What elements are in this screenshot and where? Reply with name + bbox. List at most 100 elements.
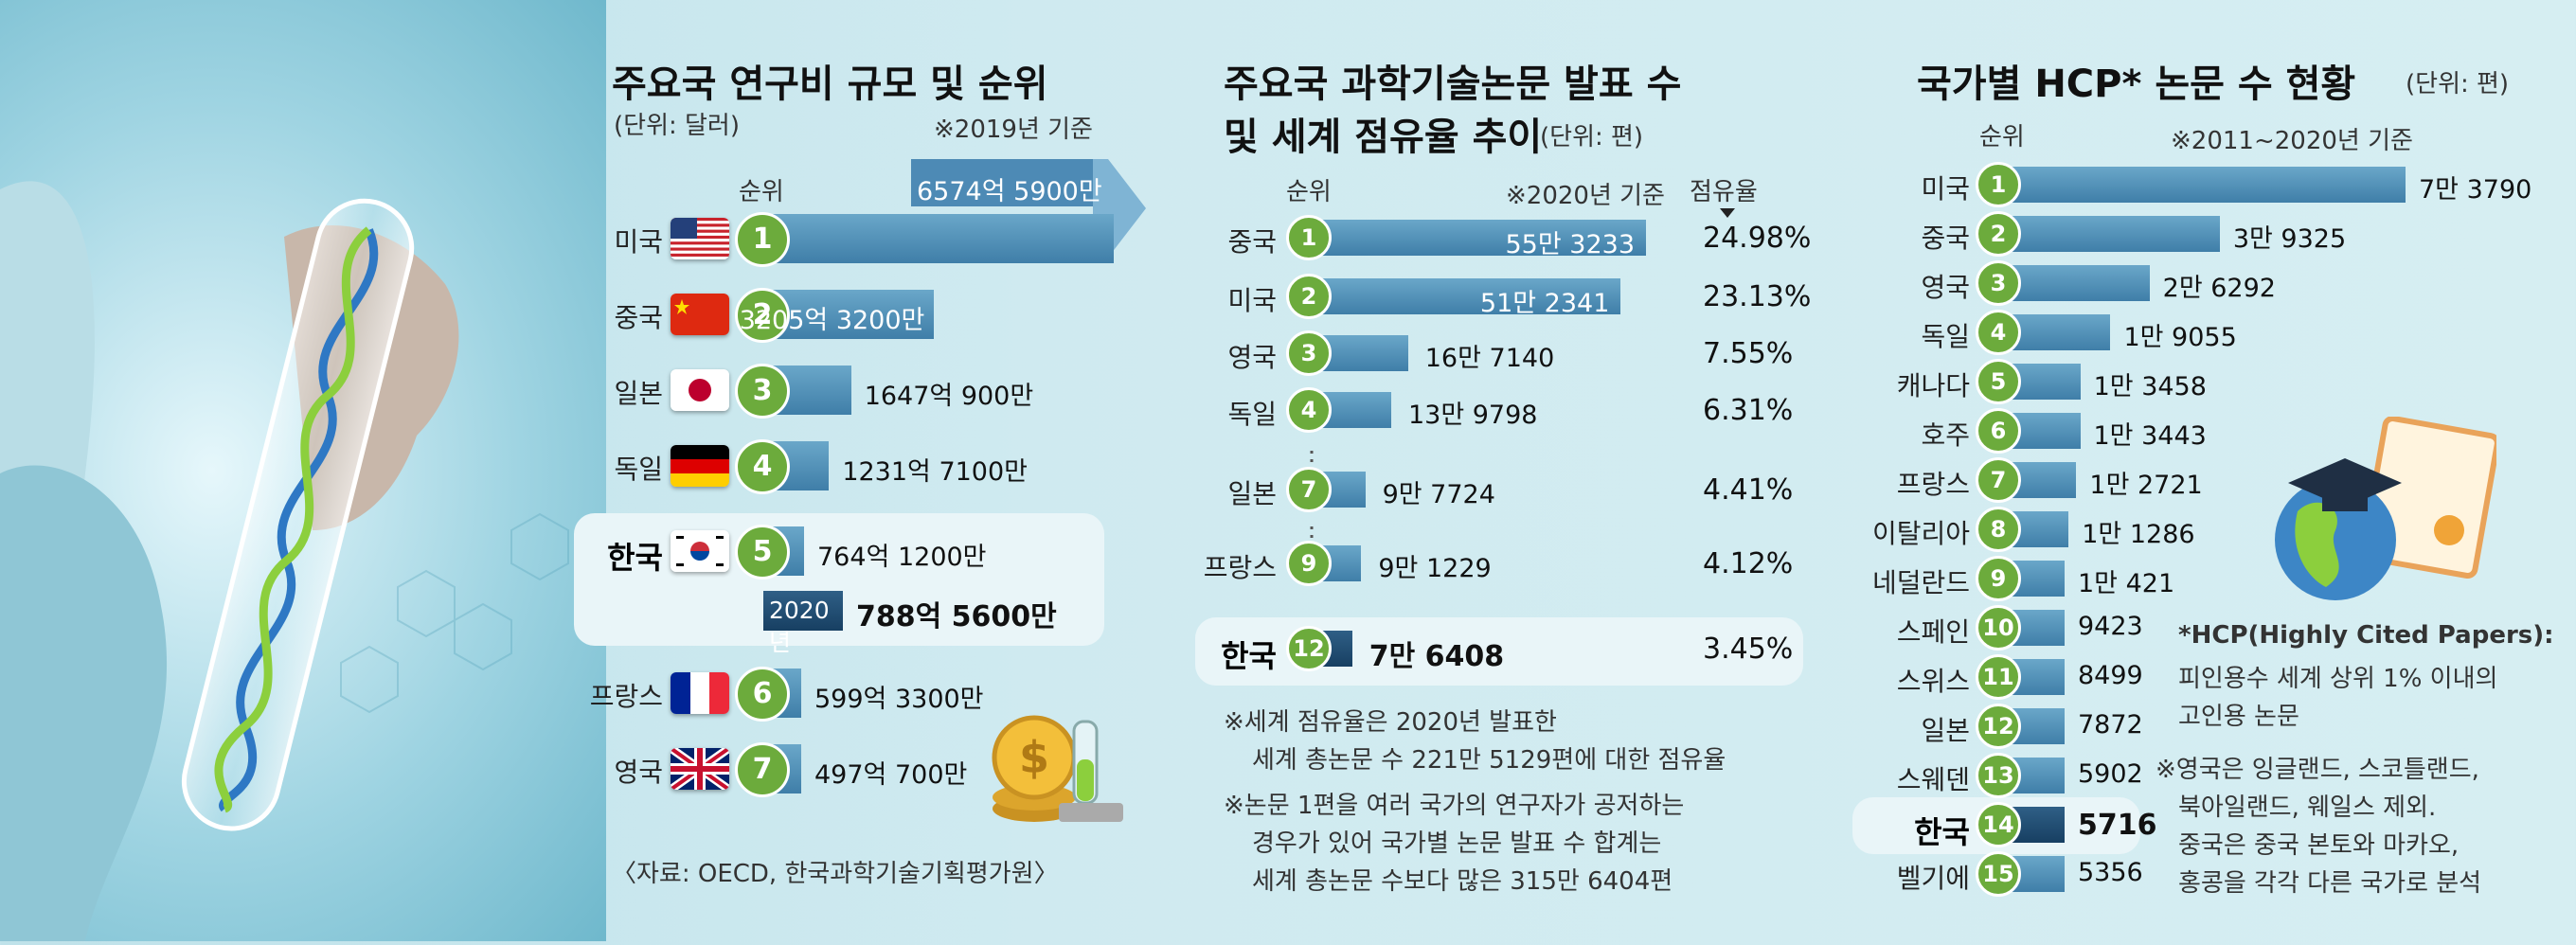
- panel2-note-line: 경우가 있어 국가별 논문 발표 수 합계는: [1252, 829, 1662, 858]
- rank-badge: 3: [735, 364, 790, 419]
- panel3-note-line: 북아일랜드, 웨일스 제외.: [2178, 793, 2437, 822]
- value-label: 13만 9798: [1407, 401, 1538, 430]
- panel2-unit: (단위: 편): [1540, 123, 1644, 152]
- value-label: 497억 700만: [814, 760, 968, 790]
- country-label: 프랑스: [1203, 552, 1277, 583]
- panel3-basis: ※2011~2020년 기준: [2171, 127, 2413, 155]
- share-label: 24.98%: [1703, 222, 1812, 255]
- bar: [1305, 220, 1646, 256]
- value-label: 9만 7724: [1382, 480, 1495, 509]
- value-label: 3만 9325: [2232, 224, 2347, 254]
- value-label: 2만 6292: [2162, 274, 2276, 303]
- panel3-title: 국가별 HCP* 논문 수 현황: [1917, 62, 2356, 106]
- rank-badge: 2: [1976, 211, 2021, 257]
- rank-badge: 7: [735, 742, 790, 797]
- korea-2020-year-label: 2020년: [769, 597, 830, 656]
- bar: [2008, 265, 2150, 301]
- panel3-note-line: ※영국은 잉글랜드, 스코틀랜드,: [2156, 756, 2479, 784]
- share-pointer-icon: [1720, 208, 1735, 218]
- country-label: 영국: [1921, 272, 1970, 303]
- rank-badge: 8: [1976, 507, 2021, 552]
- country-label: 스웨덴: [1896, 764, 1970, 795]
- bar: [763, 214, 1114, 263]
- country-label: 호주: [1921, 419, 1970, 451]
- country-label: 미국: [614, 226, 663, 258]
- value-label: 7872: [2078, 710, 2143, 740]
- us-bar-arrowhead: [903, 159, 1146, 258]
- flag-korea: [671, 530, 729, 572]
- share-label: 23.13%: [1703, 280, 1812, 313]
- country-label: 영국: [1227, 342, 1277, 373]
- rank-badge: 11: [1976, 654, 2021, 700]
- value-label: 1만 2721: [2089, 471, 2203, 500]
- hcp-definition-line: 피인용수 세계 상위 1% 이내의: [2178, 665, 2498, 693]
- share-label: 6.31%: [1703, 394, 1794, 427]
- hcp-definition-line: 고인용 논문: [2178, 703, 2299, 731]
- value-label: 7만 3790: [2419, 175, 2532, 205]
- value-label: 55만 3233: [1505, 230, 1636, 259]
- panel2-share-header: 점유율: [1690, 178, 1758, 206]
- value-label: 599억 3300만: [814, 685, 984, 714]
- country-label: 벨기에: [1896, 863, 1970, 894]
- country-label: 이탈리아: [1871, 518, 1970, 549]
- value-label: 16만 7140: [1424, 344, 1555, 373]
- rank-badge: 2: [735, 288, 790, 343]
- panel1-basis: ※2019년 기준: [934, 116, 1093, 144]
- value-label: 9423: [2078, 612, 2143, 641]
- rank-badge: 5: [735, 525, 790, 579]
- value-label: 7만 6408: [1368, 640, 1505, 673]
- country-label: 스페인: [1896, 616, 1970, 648]
- rank-badge: 4: [1976, 310, 2021, 355]
- share-label: 4.12%: [1703, 547, 1794, 580]
- test-tube-dna-illustration: [0, 181, 569, 941]
- panel2-basis: ※2020년 기준: [1506, 182, 1665, 210]
- share-label: 3.45%: [1703, 633, 1794, 666]
- bar: [2008, 167, 2406, 203]
- rank-badge: 4: [735, 439, 790, 494]
- rank-badge: 9: [1976, 556, 2021, 601]
- value-label: 51만 2341: [1479, 289, 1610, 318]
- rank-badge: 6: [1976, 408, 2021, 454]
- country-label: 일본: [1227, 478, 1277, 509]
- country-label: 프랑스: [589, 681, 663, 712]
- country-label: 미국: [1227, 285, 1277, 316]
- value-label: 9만 1229: [1378, 554, 1492, 583]
- country-label: 네덜란드: [1871, 567, 1970, 598]
- value-label: 5716: [2078, 809, 2157, 842]
- rank-badge: 3: [1976, 260, 2021, 306]
- panel3-unit: (단위: 편): [2406, 70, 2510, 98]
- rank-badge: 12: [1976, 704, 2021, 749]
- panel1-unit: (단위: 달러): [614, 112, 740, 140]
- bar: [763, 290, 935, 339]
- value-label: 1만 9055: [2123, 323, 2237, 352]
- rank-badge: 1: [735, 212, 790, 267]
- rank-badge: 12: [1286, 626, 1332, 671]
- country-label: 중국: [614, 302, 663, 333]
- value-label: 1만 3458: [2093, 372, 2207, 401]
- rank-badge: 1: [1286, 215, 1332, 260]
- rank-badge: 15: [1976, 851, 2021, 897]
- flag-country: [671, 748, 729, 790]
- flag-country: [671, 672, 729, 714]
- flag-country: [671, 445, 729, 487]
- country-label: 미국: [1921, 173, 1970, 205]
- country-label: 중국: [1921, 223, 1970, 254]
- rank-badge: 7: [1286, 467, 1332, 512]
- country-label: 한국: [1221, 638, 1277, 674]
- rank-badge: 13: [1976, 753, 2021, 798]
- value-label: 3205억 3200만: [739, 306, 925, 335]
- bar: [2008, 216, 2220, 252]
- rank-badge: 4: [1286, 387, 1332, 433]
- country-label: 한국: [1914, 814, 1970, 850]
- value-label: 1만 1286: [2082, 520, 2195, 549]
- country-label: 한국: [607, 540, 663, 576]
- hcp-definition-line: *HCP(Highly Cited Papers):: [2178, 621, 2554, 650]
- money-flask-icon: $: [992, 715, 1123, 822]
- panel1-rank-header: 순위: [739, 178, 784, 206]
- rank-badge: 3: [1286, 330, 1332, 376]
- value-label: 764억 1200만: [817, 543, 987, 572]
- rank-badge: 6: [735, 667, 790, 722]
- panel2-note-line: ※세계 점유율은 2020년 발표한: [1224, 708, 1557, 737]
- flag-country: [671, 218, 729, 259]
